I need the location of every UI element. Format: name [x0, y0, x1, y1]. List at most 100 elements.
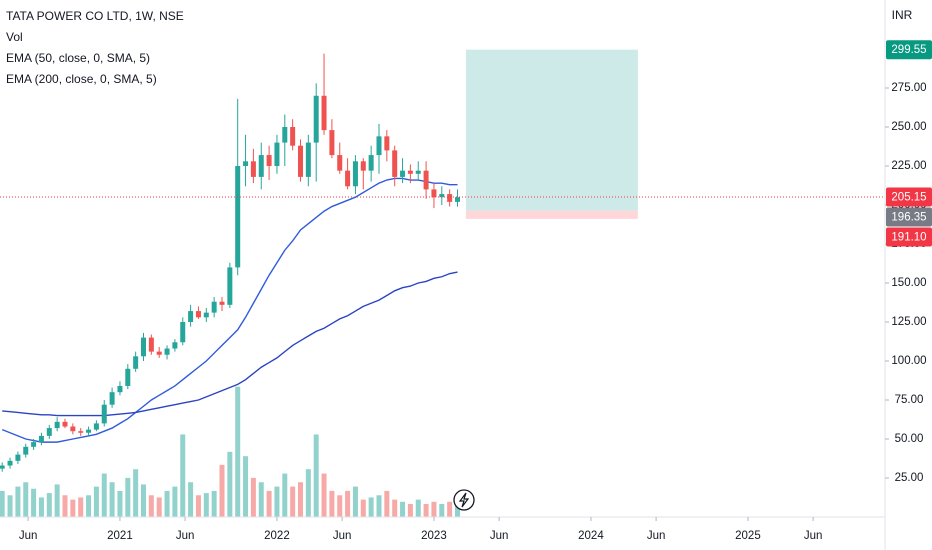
y-tick-label: 125.00	[891, 316, 926, 328]
volume-bar	[454, 506, 460, 517]
volume-bar	[38, 497, 44, 517]
volume-bar	[117, 490, 123, 517]
volume-bar	[62, 495, 68, 517]
volume-bar	[195, 495, 201, 517]
volume-bar	[54, 484, 60, 517]
y-tick-label: 275.00	[891, 82, 926, 94]
candle-body	[203, 312, 209, 318]
candle-body	[376, 136, 382, 156]
x-tick-label: Jun	[647, 530, 666, 542]
volume-bar	[447, 501, 453, 517]
candle-body	[313, 95, 319, 143]
volume-bar	[258, 482, 264, 517]
candle-body	[392, 150, 398, 177]
x-tick-label: Jun	[804, 530, 823, 542]
volume-bar	[439, 503, 445, 517]
replay-icon[interactable]	[453, 489, 475, 511]
ema-line	[1, 177, 458, 443]
candle-body	[31, 442, 37, 447]
volume-bar	[140, 484, 146, 517]
candle-body	[219, 301, 225, 305]
candle-body	[227, 267, 233, 305]
candle-body	[38, 435, 44, 443]
volume-bar	[360, 499, 366, 517]
y-tick-label: 150.00	[891, 277, 926, 289]
y-tick-label: 250.00	[891, 121, 926, 133]
candle-body	[282, 126, 288, 143]
volume-bar	[93, 486, 99, 517]
candle-body	[447, 194, 453, 202]
volume-bar	[133, 469, 139, 517]
volume-bar	[7, 495, 13, 517]
y-tick-label: 50.00	[895, 433, 924, 445]
volume-bar	[227, 451, 233, 517]
candle-body	[125, 368, 131, 386]
candle-body	[195, 311, 201, 318]
x-tick-label: Jun	[176, 530, 195, 542]
price-label: 196.35	[891, 211, 926, 223]
volume-bar	[274, 486, 280, 517]
y-tick-label: 225.00	[891, 160, 926, 172]
legend-ema200: EMA (200, close, 0, SMA, 5)	[6, 72, 157, 86]
candle-body	[360, 161, 366, 171]
candle-body	[140, 337, 146, 357]
icon-circle[interactable]	[453, 489, 475, 511]
price-label-box	[886, 207, 932, 227]
candle-body	[352, 161, 358, 187]
candle-body	[70, 426, 76, 432]
y-tick-label: 25.00	[895, 472, 924, 484]
x-tick-label: Jun	[19, 530, 38, 542]
volume-bar	[164, 490, 170, 517]
candle-body	[258, 155, 264, 177]
x-tick-label: 2024	[578, 530, 604, 542]
candle-body	[400, 170, 406, 177]
volume-bar	[376, 495, 382, 517]
candle-body	[337, 155, 343, 171]
volume-bar	[235, 386, 241, 517]
candle-body	[321, 95, 327, 131]
volume-bar	[203, 493, 209, 517]
volume-bar	[282, 473, 288, 517]
candle-body	[46, 428, 52, 436]
volume-bar	[313, 434, 319, 517]
candle-body	[266, 155, 272, 166]
candle-body	[243, 161, 249, 166]
x-tick-label: Jun	[333, 530, 352, 542]
volume-bar	[172, 486, 178, 517]
volume-bar	[188, 482, 194, 517]
candle-body	[250, 161, 256, 177]
y-tick-label: 75.00	[895, 394, 924, 406]
legend-ema50: EMA (50, close, 0, SMA, 5)	[6, 51, 150, 65]
volume-bar	[431, 501, 437, 517]
candle-body	[156, 351, 162, 355]
ema-line	[2, 271, 458, 417]
volume-bar	[23, 482, 29, 517]
volume-bar	[109, 482, 115, 517]
volume-bar	[415, 499, 421, 517]
price-label-box	[886, 227, 932, 247]
volume-bar	[101, 473, 107, 517]
candle-body	[78, 431, 84, 433]
icon-bolt[interactable]	[458, 492, 470, 508]
candle-body	[15, 454, 21, 461]
candle-body	[133, 356, 139, 369]
candle-body	[164, 348, 170, 355]
volume-bar	[250, 477, 256, 517]
candle-body	[454, 197, 460, 202]
volume-bar	[368, 497, 374, 517]
volume-bar	[384, 490, 390, 517]
volume-bar	[78, 497, 84, 517]
candle-body	[117, 385, 123, 393]
volume-bar	[305, 469, 311, 517]
volume-bar	[407, 503, 413, 517]
volume-bar	[156, 497, 162, 517]
candle-body	[297, 145, 303, 177]
volume-bar	[0, 490, 5, 517]
candle-body	[423, 170, 429, 190]
candle-body	[235, 165, 241, 268]
x-tick-label: 2021	[107, 530, 133, 542]
volume-bar	[352, 486, 358, 517]
candle-body	[188, 311, 194, 322]
candle-body	[93, 423, 99, 430]
price-label: 191.10	[891, 231, 926, 243]
